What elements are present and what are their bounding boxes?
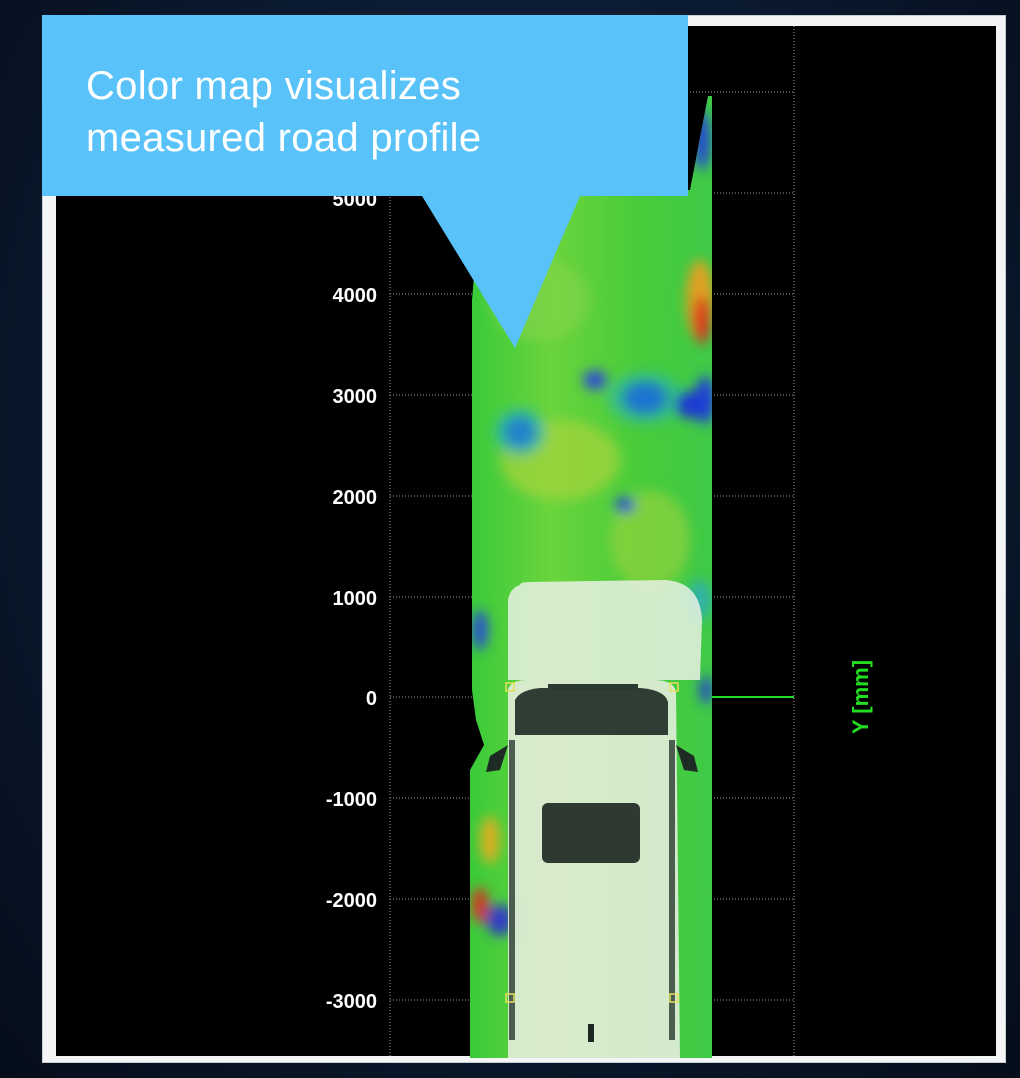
tick-label: 1000	[333, 588, 378, 610]
callout-text: Color map visualizes measured road profi…	[86, 60, 646, 164]
tick-label: 4000	[333, 285, 378, 307]
car-top-view-icon	[486, 580, 702, 1058]
tick-label: -2000	[326, 890, 377, 912]
sensor-markers	[505, 682, 679, 1003]
callout-line-1: Color map visualizes	[86, 64, 462, 108]
tick-label: 3000	[333, 386, 378, 408]
y-tick-labels: 4000 3000 2000 1000 0 -1000 -2000 -3000 …	[326, 189, 377, 1013]
tick-label: 0	[366, 688, 377, 710]
tick-label: -1000	[326, 789, 377, 811]
callout-line-2: measured road profile	[86, 116, 482, 160]
callout	[42, 15, 688, 348]
tick-label: -3000	[326, 991, 377, 1013]
tick-label: 2000	[333, 487, 378, 509]
y-axis-label: Y [mm]	[848, 660, 873, 734]
